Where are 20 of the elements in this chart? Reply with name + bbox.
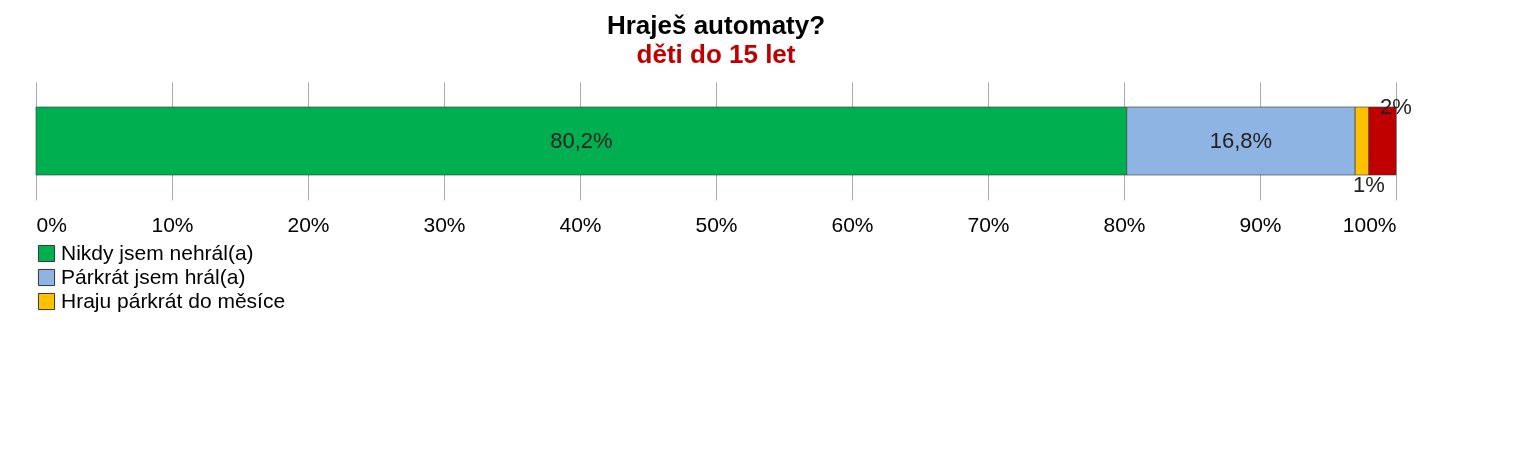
x-tick-label: 30% (423, 212, 466, 236)
chart-title: Hraješ automaty? (606, 10, 826, 40)
x-tick-label: 80% (1103, 212, 1146, 236)
x-tick-label: 50% (695, 212, 738, 236)
data-label: 16,8% (1209, 128, 1273, 153)
x-tick-label: 20% (287, 212, 330, 236)
x-tick-label: 0% (36, 212, 67, 236)
x-tick-label: 70% (967, 212, 1010, 236)
x-tick-label: 90% (1239, 212, 1282, 236)
legend-label: Hraju párkrát do měsíce (61, 288, 286, 312)
legend-label: Nikdy jsem nehrál(a) (61, 240, 254, 264)
chart-subtitle: děti do 15 let (636, 39, 796, 69)
x-tick-label: 60% (831, 212, 874, 236)
legend-label: Párkrát jsem hrál(a) (61, 264, 246, 288)
x-tick-label: 40% (559, 212, 602, 236)
x-tick-label: 100% (1342, 212, 1397, 236)
data-label: 1% (1352, 172, 1385, 197)
x-tick-label: 10% (151, 212, 194, 236)
data-label: 2% (1380, 94, 1412, 119)
data-label: 80,2% (550, 128, 613, 153)
